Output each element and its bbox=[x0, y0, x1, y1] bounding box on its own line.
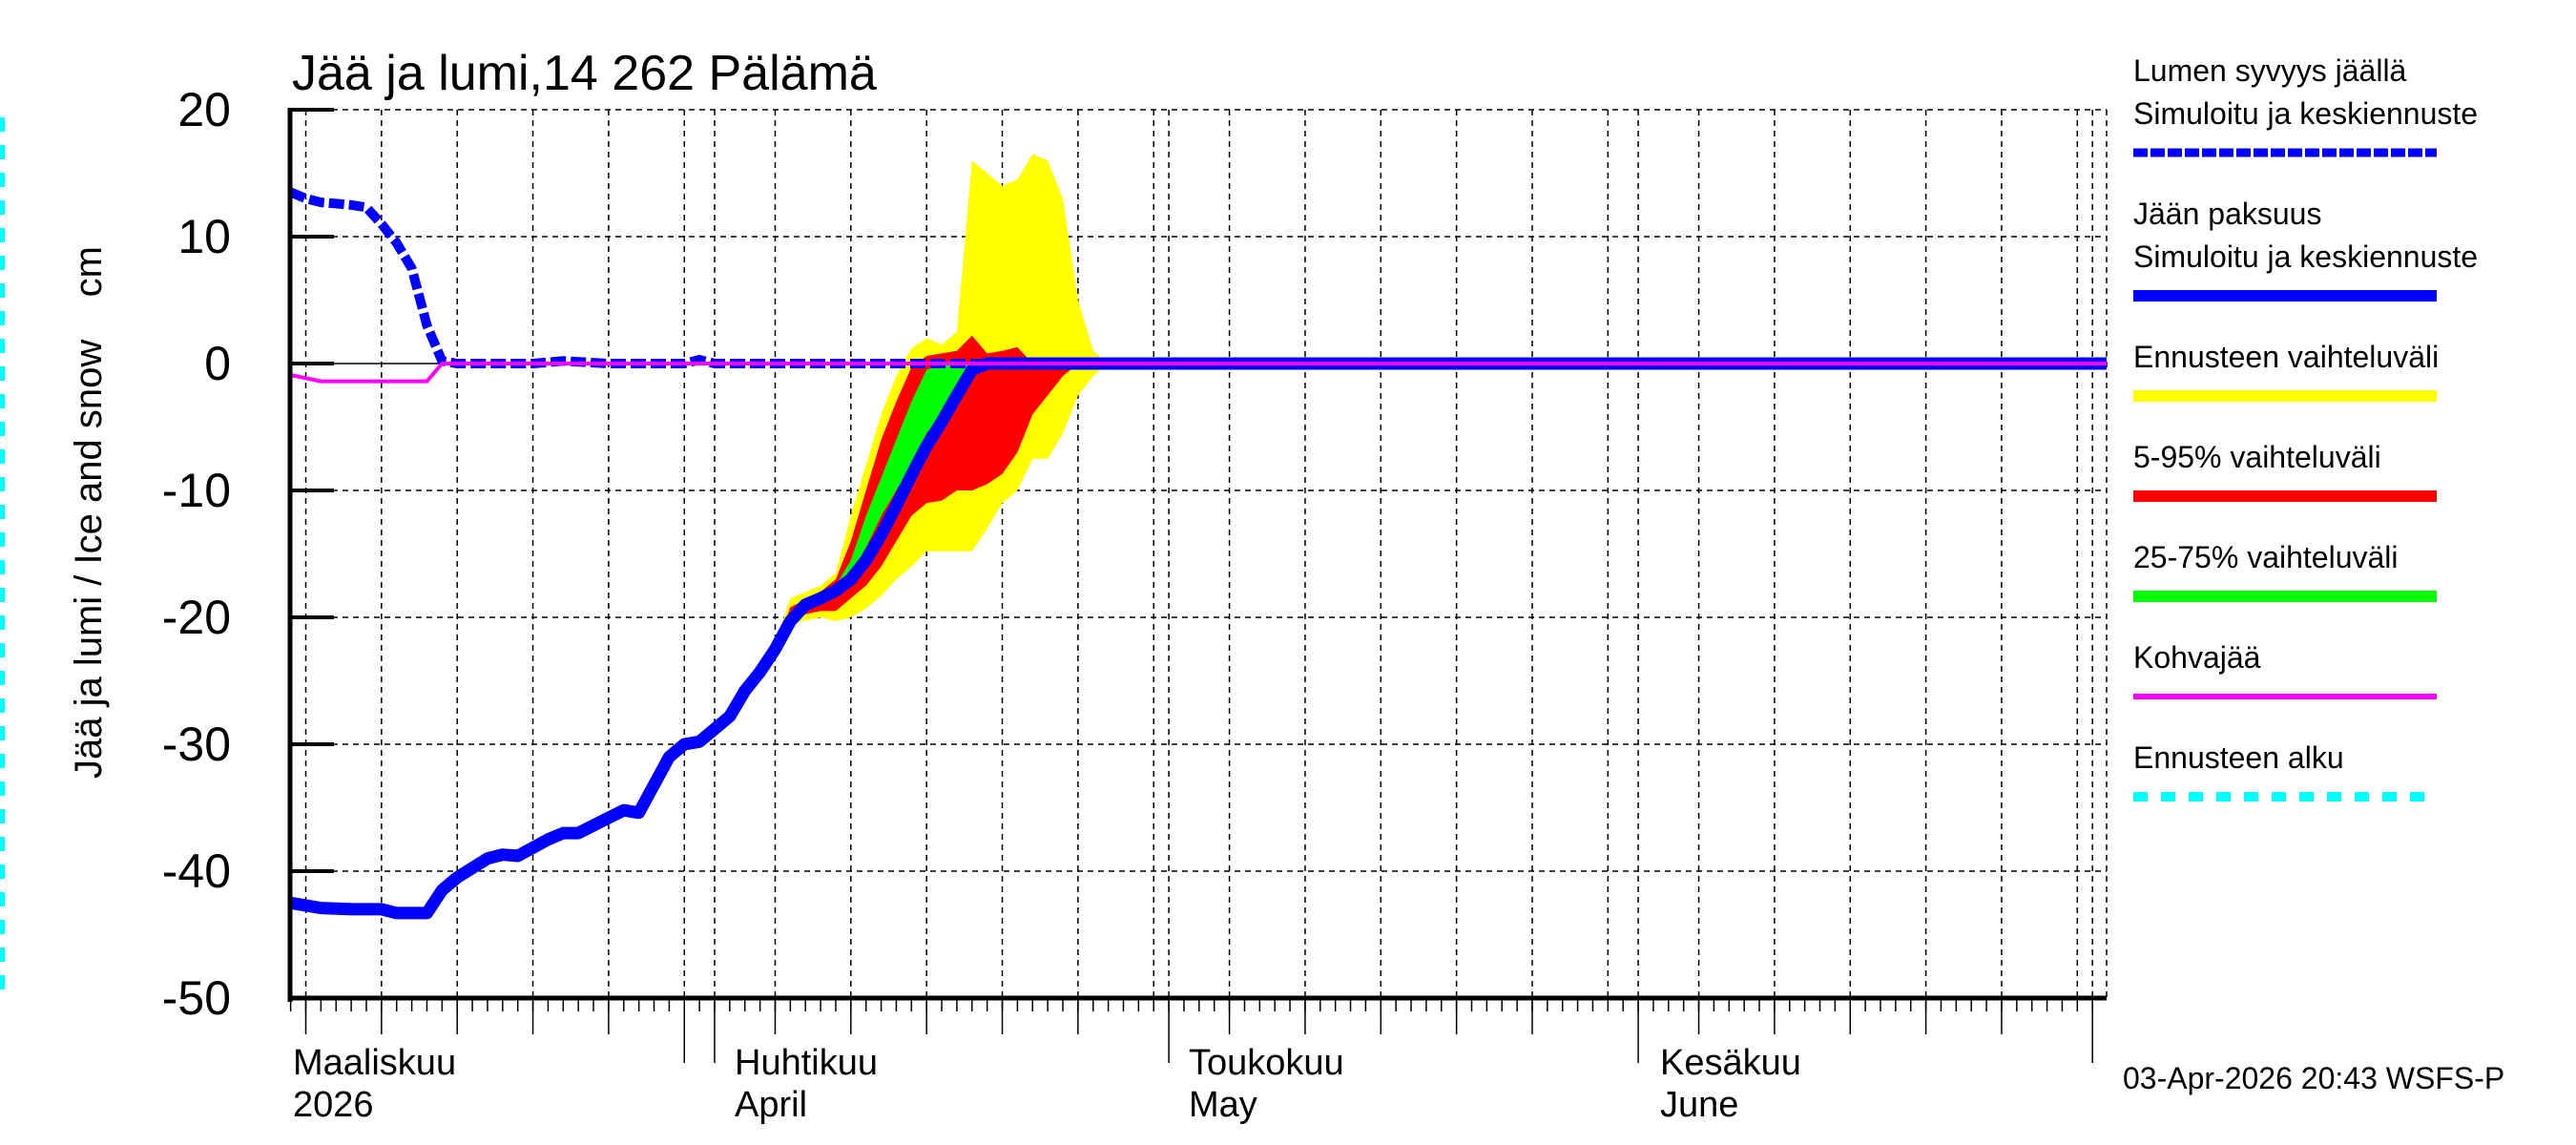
y-tick-label: -20 bbox=[162, 591, 231, 644]
legend-item: Ennusteen alku bbox=[2133, 740, 2437, 802]
month-label-en: 2026 bbox=[293, 1085, 374, 1125]
legend-label: Lumen syvyys jäällä bbox=[2133, 53, 2407, 88]
month-label-fi: Maaliskuu bbox=[293, 1043, 456, 1083]
legend-item: Jään paksuus Simuloitu ja keskiennuste bbox=[2133, 197, 2478, 302]
y-tick-label: 0 bbox=[204, 337, 231, 390]
legend-label: 25-75% vaihteluväli bbox=[2133, 540, 2399, 574]
legend-item: Lumen syvyys jäällä Simuloitu ja keskienn… bbox=[2133, 53, 2478, 157]
month-label-fi: Kesäkuu bbox=[1660, 1043, 1801, 1083]
month-label-fi: Toukokuu bbox=[1189, 1043, 1344, 1083]
legend-label: Kohvajää bbox=[2133, 640, 2261, 675]
y-tick-label: 20 bbox=[177, 83, 231, 136]
snow-depth-line bbox=[288, 187, 2107, 368]
series-lines bbox=[0, 117, 2107, 998]
axes bbox=[287, 108, 2107, 1063]
legend-item: Kohvajää bbox=[2133, 640, 2437, 699]
legend: Lumen syvyys jäällä Simuloitu ja keskienn… bbox=[2133, 53, 2478, 802]
legend-item: 5-95% vaihteluväli bbox=[2133, 440, 2437, 502]
y-tick-label: -10 bbox=[162, 464, 231, 517]
month-label-en: June bbox=[1660, 1085, 1738, 1125]
footer-timestamp: 03-Apr-2026 20:43 WSFS-P bbox=[2123, 1061, 2504, 1095]
y-tick-label: -50 bbox=[162, 971, 231, 1025]
band-25-75% bbox=[790, 364, 987, 615]
chart-title: Jää ja lumi,14 262 Pälämä bbox=[292, 46, 877, 101]
y-tick-label: -40 bbox=[162, 844, 231, 898]
legend-sublabel: Simuloitu ja keskiennuste bbox=[2133, 239, 2478, 274]
legend-label: Jään paksuus bbox=[2133, 197, 2321, 231]
y-tick-label: -30 bbox=[162, 718, 231, 771]
grid-lines bbox=[290, 109, 2108, 998]
slush-ice-line bbox=[290, 362, 2107, 384]
y-tick-label: 10 bbox=[177, 210, 231, 263]
month-label-en: April bbox=[735, 1085, 807, 1125]
month-label-en: May bbox=[1189, 1085, 1257, 1125]
legend-label: 5-95% vaihteluväli bbox=[2133, 440, 2381, 474]
y-tick-labels: 20 10 0 -10 -20 -30 -40 -50 bbox=[162, 83, 231, 1025]
legend-label: Ennusteen vaihteluväli bbox=[2133, 340, 2439, 374]
legend-item: 25-75% vaihteluväli bbox=[2133, 540, 2437, 602]
month-label-fi: Huhtikuu bbox=[735, 1043, 878, 1083]
legend-sublabel: Simuloitu ja keskiennuste bbox=[2133, 96, 2478, 131]
legend-label: Ennusteen alku bbox=[2133, 740, 2344, 775]
legend-item: Ennusteen vaihteluväli bbox=[2133, 340, 2439, 402]
ice-thickness-line bbox=[289, 357, 2107, 920]
y-axis-label: Jää ja lumi / Ice and snow cm bbox=[68, 246, 110, 779]
